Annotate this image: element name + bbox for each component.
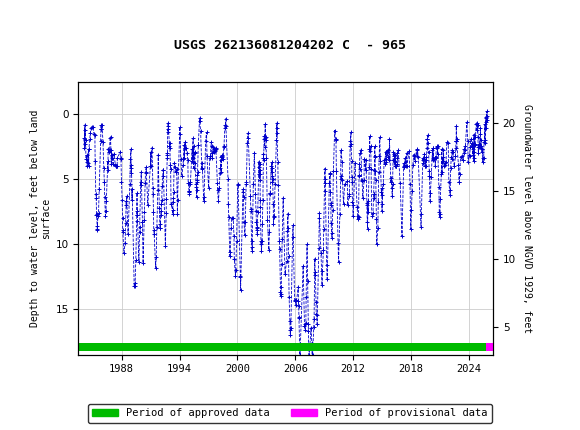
Y-axis label: Groundwater level above NGVD 1929, feet: Groundwater level above NGVD 1929, feet: [521, 104, 531, 333]
Legend: Period of approved data, Period of provisional data: Period of approved data, Period of provi…: [88, 404, 492, 423]
Y-axis label: Depth to water level, feet below land
surface: Depth to water level, feet below land su…: [30, 110, 51, 327]
Bar: [78, 343, 486, 351]
Text: USGS 262136081204202 C  - 965: USGS 262136081204202 C - 965: [174, 39, 406, 52]
Bar: [486, 343, 493, 351]
Text: ≡USGS: ≡USGS: [8, 11, 67, 26]
